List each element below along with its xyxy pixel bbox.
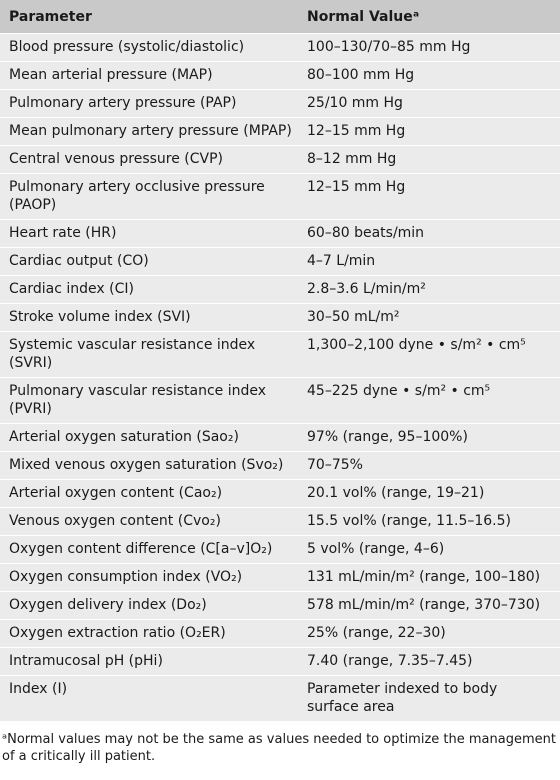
value-cell: 30–50 mL/m² [303,303,560,332]
parameter-cell: Systemic vascular resistance index (SVRI… [0,331,303,378]
parameter-cell: Arterial oxygen saturation (Sao₂) [0,423,303,452]
table-row: Pulmonary vascular resistance index (PVR… [0,377,560,424]
table-row: Pulmonary artery pressure (PAP) 25/10 mm … [0,89,560,118]
value-cell: 25/10 mm Hg [303,89,560,118]
value-cell: 45–225 dyne • s/m² • cm⁵ [303,377,560,424]
parameter-cell: Cardiac index (CI) [0,275,303,304]
parameter-cell: Cardiac output (CO) [0,247,303,276]
value-cell: 100–130/70–85 mm Hg [303,33,560,62]
parameter-cell: Oxygen extraction ratio (O₂ER) [0,619,303,648]
value-cell: Parameter indexed to body surface area [303,675,560,721]
table-row: Mean pulmonary artery pressure (MPAP) 12–… [0,117,560,146]
table-row: Systemic vascular resistance index (SVRI… [0,331,560,378]
table-row: Mixed venous oxygen saturation (Svo₂) 70–… [0,451,560,480]
value-cell: 1,300–2,100 dyne • s/m² • cm⁵ [303,331,560,378]
parameter-cell: Oxygen content difference (C[a–v]O₂) [0,535,303,564]
value-cell: 97% (range, 95–100%) [303,423,560,452]
value-cell: 25% (range, 22–30) [303,619,560,648]
footnote: ᵃNormal values may not be the same as va… [2,732,556,764]
table-row: Heart rate (HR) 60–80 beats/min [0,219,560,248]
table: Parameter Normal Valueᵃ Blood pressure (… [0,0,560,721]
table-row: Central venous pressure (CVP) 8–12 mm Hg [0,145,560,174]
table-row: Stroke volume index (SVI) 30–50 mL/m² [0,303,560,332]
table-row: Pulmonary artery occlusive pressure (PAO… [0,173,560,220]
header-cell: Parameter [0,0,303,34]
value-cell: 20.1 vol% (range, 19–21) [303,479,560,508]
value-cell: 80–100 mm Hg [303,61,560,90]
table-row: Intramucosal pH (pHi) 7.40 (range, 7.35–7… [0,647,560,676]
value-cell: 5 vol% (range, 4–6) [303,535,560,564]
value-cell: 8–12 mm Hg [303,145,560,174]
value-cell: 15.5 vol% (range, 11.5–16.5) [303,507,560,536]
value-cell: 4–7 L/min [303,247,560,276]
parameter-cell: Heart rate (HR) [0,219,303,248]
value-cell: 70–75% [303,451,560,480]
table-row: Arterial oxygen content (Cao₂) 20.1 vol% … [0,479,560,508]
parameter-cell: Pulmonary artery occlusive pressure (PAO… [0,173,303,220]
table-row: Arterial oxygen saturation (Sao₂) 97% (ra… [0,423,560,452]
table-row: Cardiac index (CI) 2.8–3.6 L/min/m² [0,275,560,304]
value-cell: 7.40 (range, 7.35–7.45) [303,647,560,676]
parameter-cell: Blood pressure (systolic/diastolic) [0,33,303,62]
parameter-cell: Oxygen delivery index (Do₂) [0,591,303,620]
table-row: Blood pressure (systolic/diastolic) 100–1… [0,33,560,62]
parameter-cell: Arterial oxygen content (Cao₂) [0,479,303,508]
parameter-cell: Pulmonary artery pressure (PAP) [0,89,303,118]
value-cell: 12–15 mm Hg [303,173,560,220]
table-row: Oxygen consumption index (VO₂) 131 mL/min… [0,563,560,592]
parameter-cell: Stroke volume index (SVI) [0,303,303,332]
parameter-cell: Index (I) [0,675,303,721]
table-row: Venous oxygen content (Cvo₂) 15.5 vol% (r… [0,507,560,536]
value-cell: 131 mL/min/m² (range, 100–180) [303,563,560,592]
value-cell: 2.8–3.6 L/min/m² [303,275,560,304]
parameter-cell: Central venous pressure (CVP) [0,145,303,174]
parameter-cell: Oxygen consumption index (VO₂) [0,563,303,592]
table-row: Oxygen content difference (C[a–v]O₂) 5 vo… [0,535,560,564]
value-cell: 12–15 mm Hg [303,117,560,146]
parameter-cell: Venous oxygen content (Cvo₂) [0,507,303,536]
parameter-cell: Mean pulmonary artery pressure (MPAP) [0,117,303,146]
table-row: Mean arterial pressure (MAP) 80–100 mm Hg [0,61,560,90]
parameter-cell: Pulmonary vascular resistance index (PVR… [0,377,303,424]
value-cell: 60–80 beats/min [303,219,560,248]
value-cell: 578 mL/min/m² (range, 370–730) [303,591,560,620]
parameter-cell: Intramucosal pH (pHi) [0,647,303,676]
parameter-cell: Mixed venous oxygen saturation (Svo₂) [0,451,303,480]
table-row: Cardiac output (CO) 4–7 L/min [0,247,560,276]
header-row: Parameter Normal Valueᵃ [0,0,560,34]
parameter-cell: Mean arterial pressure (MAP) [0,61,303,90]
table-body: Blood pressure (systolic/diastolic) 100–1… [0,33,560,721]
table-row: Index (I) Parameter indexed to body surfa… [0,675,560,721]
table-row: Oxygen delivery index (Do₂) 578 mL/min/m²… [0,591,560,620]
header-cell: Normal Valueᵃ [303,0,560,34]
table-row: Oxygen extraction ratio (O₂ER) 25% (range… [0,619,560,648]
